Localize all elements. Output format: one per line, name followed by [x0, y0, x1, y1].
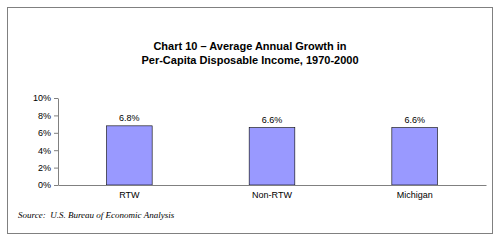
y-tick-label: 10% [33, 93, 51, 103]
y-tick-label: 4% [38, 146, 51, 156]
chart: Chart 10 – Average Annual Growth inPer-C… [0, 0, 500, 241]
y-tick: 4% [38, 146, 58, 156]
data-label: 6.8% [119, 113, 140, 123]
y-tick-mark [54, 168, 58, 169]
data-label: 6.6% [262, 115, 283, 125]
y-tick-mark [54, 185, 58, 186]
x-tick: RTW [119, 185, 140, 200]
source: Source: U.S. Bureau of Economic Analysis [18, 210, 175, 220]
y-tick-label: 0% [38, 180, 51, 190]
x-tick-label: Michigan [397, 190, 433, 200]
y-axis: 0% 2% 4% 6% 8% 10% [33, 93, 59, 190]
frame [8, 8, 493, 234]
y-tick-label: 8% [38, 111, 51, 121]
title: Chart 10 – Average Annual Growth inPer-C… [141, 40, 358, 66]
y-tick-mark [54, 115, 58, 116]
x-tick-label: RTW [119, 190, 140, 200]
y-tick-mark [54, 150, 58, 151]
y-tick-label: 2% [38, 163, 51, 173]
y-axis-line [58, 99, 59, 186]
bar [249, 128, 295, 185]
data-labels: 6.8% 6.6% 6.6% [119, 113, 425, 125]
x-axis: RTW Non-RTW Michigan [59, 185, 487, 200]
y-tick-mark [54, 133, 58, 134]
x-tick-label: Non-RTW [252, 190, 292, 200]
bar [392, 128, 438, 185]
x-axis-line [59, 185, 487, 186]
y-tick: 2% [38, 163, 58, 173]
y-tick-mark [54, 98, 58, 99]
y-tick: 10% [33, 93, 58, 103]
x-tick: Non-RTW [252, 185, 292, 200]
y-tick: 8% [38, 111, 58, 121]
x-tick: Michigan [397, 185, 433, 200]
y-tick: 0% [38, 180, 58, 190]
data-label: 6.6% [404, 115, 425, 125]
y-tick: 6% [38, 128, 58, 138]
y-tick-label: 6% [38, 128, 51, 138]
bar [107, 126, 153, 185]
bars [107, 126, 438, 185]
